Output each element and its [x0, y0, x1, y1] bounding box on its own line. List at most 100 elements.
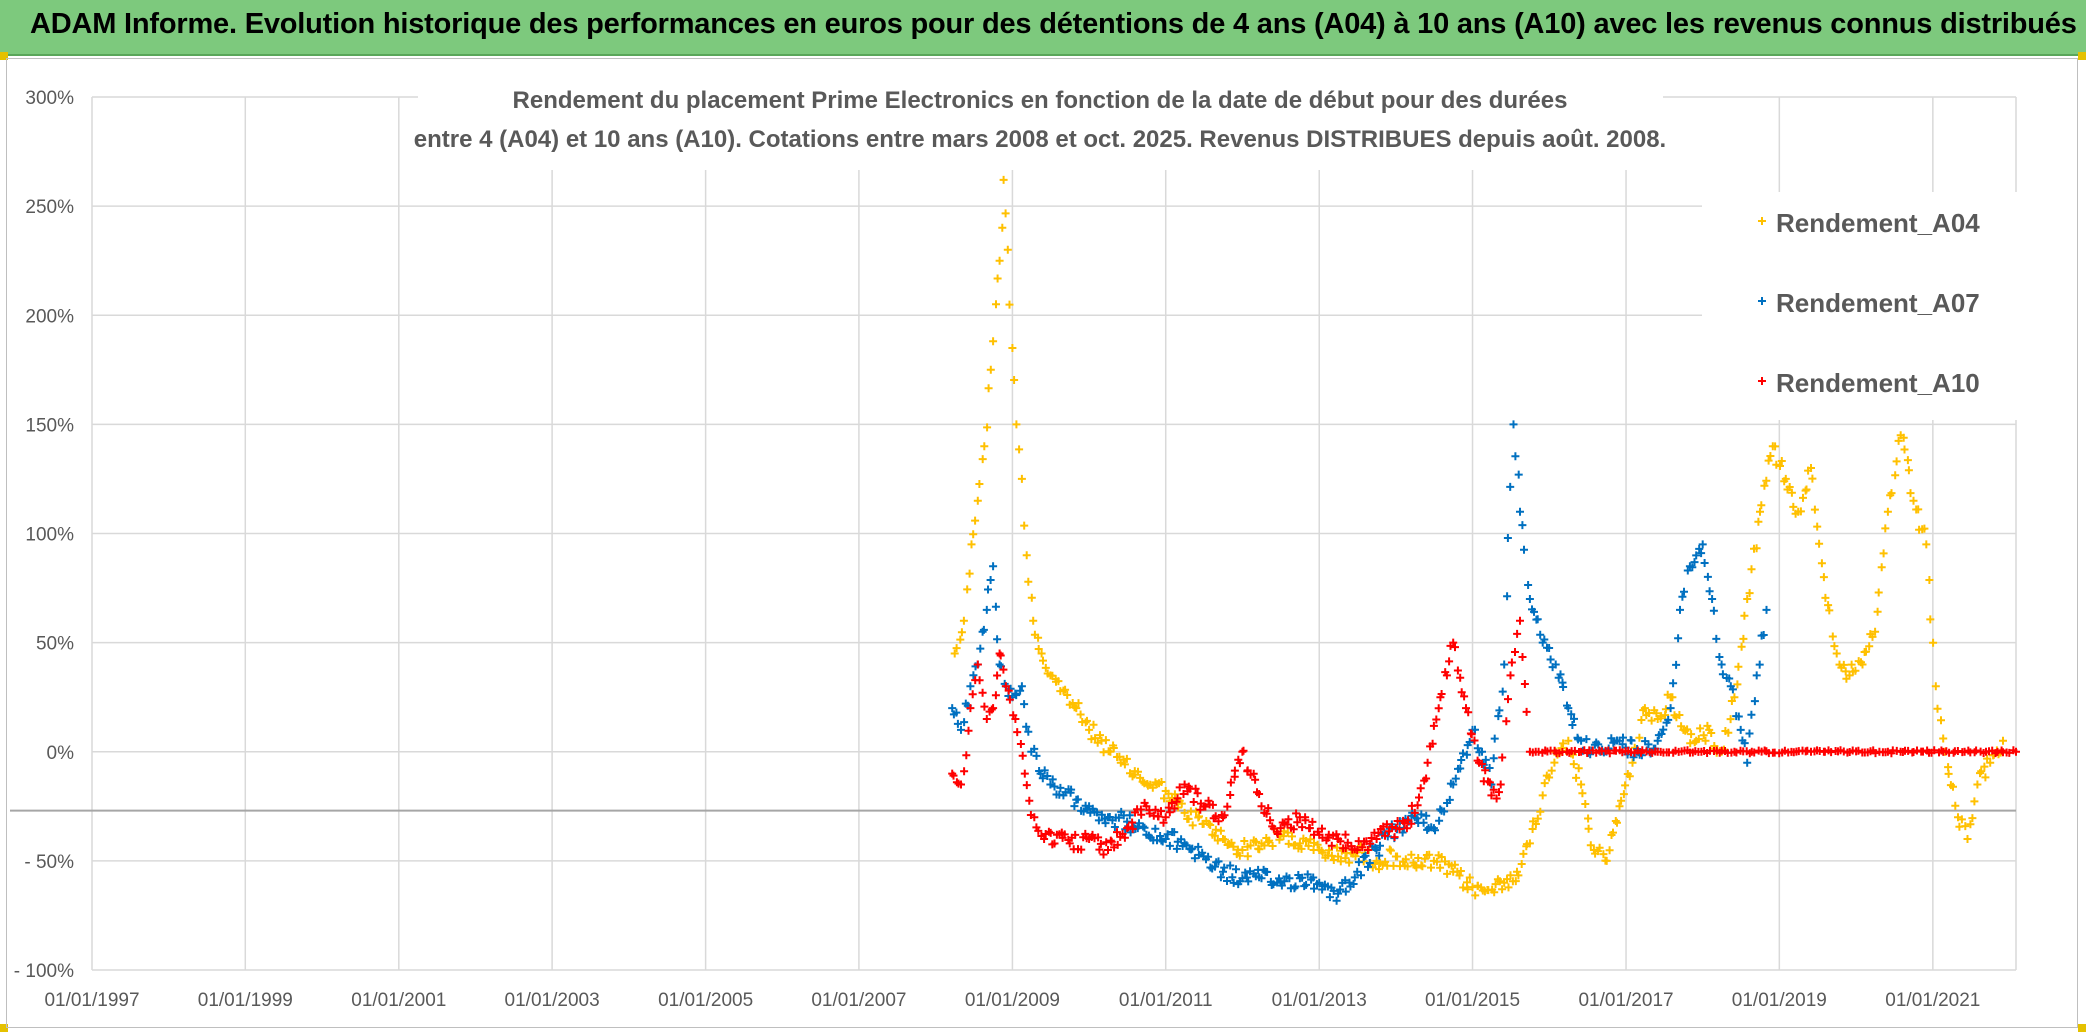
x-axis-tick-labels: 01/01/1997 01/01/1999 01/01/2001 01/01/2003…: [44, 990, 1980, 1011]
data-point: [1688, 563, 1697, 572]
data-point: [1354, 858, 1363, 867]
data-point: [1540, 779, 1549, 788]
data-point: [1572, 773, 1581, 782]
data-point: [1504, 883, 1513, 892]
data-point: [1159, 818, 1168, 827]
data-point: [1161, 813, 1170, 822]
corner-mark: [2078, 52, 2086, 60]
data-point: [1602, 856, 1611, 865]
data-point: [1961, 822, 1970, 831]
data-point: [1468, 883, 1477, 892]
data-point: [1422, 774, 1431, 783]
data-point: [1577, 780, 1586, 789]
data-point: [1578, 789, 1587, 798]
data-point: [1208, 800, 1217, 809]
data-point: [1736, 725, 1745, 734]
data-point: [1732, 748, 1741, 757]
data-point: [1830, 642, 1839, 651]
data-point: [1188, 844, 1197, 853]
data-point: [999, 175, 1008, 184]
data-point: [1243, 852, 1252, 861]
data-point: [1422, 811, 1431, 820]
data-point: [1937, 716, 1945, 725]
data-point: [1491, 880, 1500, 889]
data-point: [1104, 846, 1112, 854]
data-point: [1740, 611, 1749, 620]
data-point: [979, 625, 988, 634]
data-point: [1733, 680, 1742, 689]
data-point: [1295, 839, 1304, 848]
data-point: [1874, 588, 1883, 597]
data-point: [1586, 841, 1595, 850]
data-point: [1081, 718, 1090, 727]
data-point: [1293, 818, 1302, 827]
data-point: [1345, 858, 1354, 867]
data-point: [1533, 615, 1542, 624]
data-point: [1419, 818, 1428, 827]
x-tick-label: 01/01/2009: [965, 990, 1060, 1011]
data-point: [1944, 769, 1953, 778]
data-point: [1436, 863, 1445, 872]
data-point: [1862, 647, 1870, 656]
data-point: [1385, 845, 1394, 854]
data-point: [1135, 819, 1143, 828]
data-point: [1085, 725, 1094, 734]
data-point: [989, 337, 998, 346]
data-point: [1030, 813, 1039, 822]
data-point: [1172, 844, 1181, 853]
data-point: [1072, 704, 1081, 713]
data-point: [1030, 744, 1039, 753]
data-point: [1570, 714, 1578, 723]
data-point: [1095, 845, 1104, 854]
data-point: [1298, 823, 1307, 832]
legend-label: Rendement_A04: [1776, 208, 1980, 238]
data-point: [1094, 833, 1103, 842]
data-point: [996, 651, 1005, 660]
corner-mark: [0, 1024, 8, 1032]
data-point: [1262, 809, 1271, 818]
data-point: [1551, 660, 1560, 669]
data-point: [1230, 766, 1239, 775]
data-point: [1161, 835, 1170, 843]
x-tick-label: 01/01/2017: [1578, 990, 1673, 1011]
data-point: [1577, 736, 1586, 745]
data-point: [1745, 589, 1754, 598]
chart-frame: [6, 58, 2078, 1028]
data-point: [999, 665, 1008, 674]
data-point: [1490, 734, 1499, 743]
data-point: [989, 562, 998, 571]
data-point: [1303, 870, 1312, 879]
data-point: [1229, 878, 1238, 887]
data-point: [1599, 850, 1608, 859]
data-point: [1308, 817, 1317, 826]
data-point: [1449, 780, 1458, 789]
data-point: [1273, 830, 1282, 838]
data-point: [991, 691, 1000, 700]
data-point: [1619, 733, 1627, 742]
data-point: [1900, 445, 1909, 454]
data-point: [1485, 764, 1494, 772]
data-point: [1734, 712, 1743, 721]
data-point: [1810, 505, 1819, 514]
data-point: [1280, 877, 1289, 886]
data-point: [1635, 733, 1644, 742]
data-point: [1276, 824, 1285, 833]
data-point: [1485, 778, 1494, 787]
data-point: [1467, 730, 1476, 739]
data-point: [1698, 540, 1707, 549]
data-point: [1395, 825, 1404, 834]
title-line: entre 4 (A04) et 10 ans (A10). Cotations…: [414, 126, 1666, 153]
data-point: [1451, 774, 1460, 783]
data-point: [1013, 728, 1022, 737]
data-point: [1674, 634, 1683, 643]
x-tick-label: 01/01/2015: [1425, 990, 1520, 1011]
data-point: [963, 585, 972, 594]
data-point: [1518, 521, 1527, 530]
data-point: [1968, 814, 1977, 823]
data-point: [1465, 873, 1474, 882]
data-point: [1390, 833, 1399, 842]
data-point: [1498, 753, 1507, 762]
data-point: [1110, 823, 1119, 831]
data-point: [1520, 545, 1528, 554]
data-point: [1999, 736, 2007, 745]
